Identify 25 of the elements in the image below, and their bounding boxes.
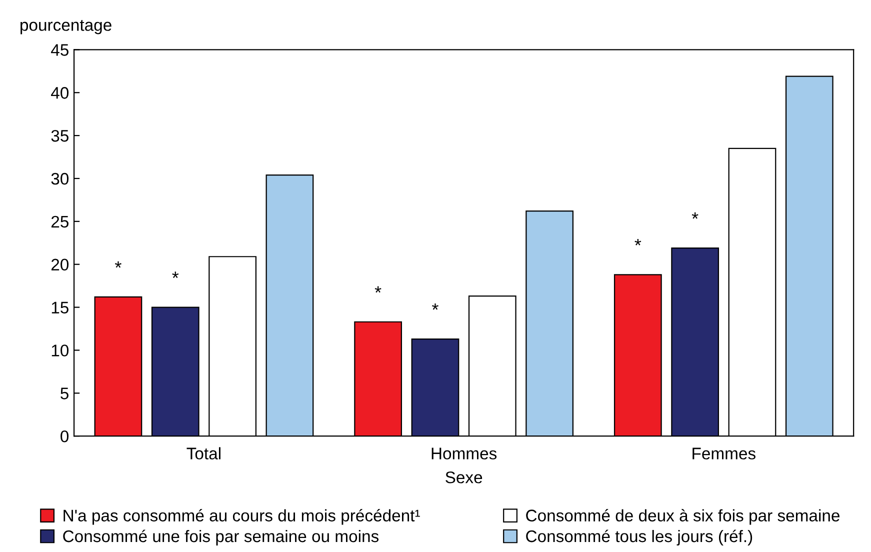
y-tick-label: 30 [51, 172, 69, 185]
y-tick-label: 25 [51, 216, 68, 228]
legend-label: N'a pas consommé au cours du mois précédent¹ [64, 509, 420, 525]
x-axis-title: Sexe [446, 472, 482, 484]
data-label: * [692, 212, 698, 219]
x-tick-label: Total [186, 447, 220, 460]
y-tick-label: 20 [51, 258, 69, 271]
y-tick-label: 10 [52, 344, 69, 356]
data-label: * [114, 261, 122, 268]
y-tick-label: 40 [51, 87, 69, 99]
data-label: * [634, 239, 642, 246]
x-tick-label: Hommes [432, 448, 497, 460]
legend-label: Consommé une fois par semaine ou moins [63, 530, 379, 546]
data-label: * [172, 272, 179, 278]
y-tick-label: 0 [60, 430, 69, 442]
y-axis-title: pourcentage [20, 20, 112, 34]
y-tick-label: 45 [51, 44, 68, 56]
legend-label: Consommé de deux à six fois par semaine [526, 509, 840, 525]
y-tick-label: 35 [51, 130, 68, 142]
legend-label: Consommé tous les jours (réf.) [526, 530, 752, 546]
y-tick-label: 15 [52, 302, 68, 314]
data-label: * [374, 286, 382, 293]
y-tick-label: 5 [60, 388, 68, 400]
x-tick-label: Femmes [692, 448, 756, 460]
data-label: * [432, 303, 438, 310]
